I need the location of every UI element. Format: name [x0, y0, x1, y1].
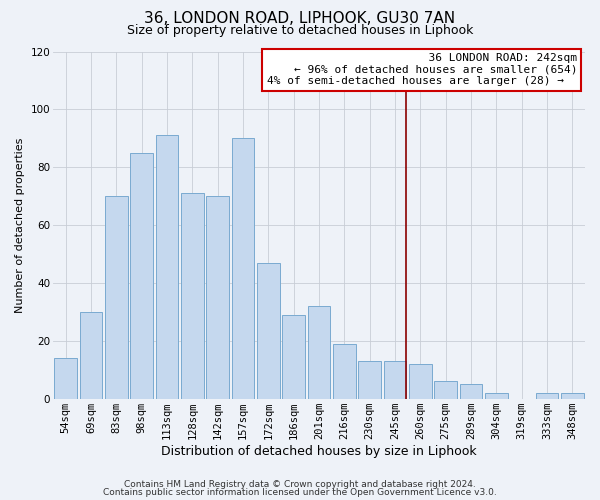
Bar — [536, 393, 559, 398]
Bar — [206, 196, 229, 398]
Bar — [333, 344, 356, 398]
Bar — [155, 136, 178, 398]
Text: Contains HM Land Registry data © Crown copyright and database right 2024.: Contains HM Land Registry data © Crown c… — [124, 480, 476, 489]
Bar — [105, 196, 128, 398]
Bar — [257, 262, 280, 398]
Bar — [283, 315, 305, 398]
Bar — [485, 393, 508, 398]
Bar — [561, 393, 584, 398]
Bar — [308, 306, 331, 398]
Text: 36 LONDON ROAD: 242sqm
← 96% of detached houses are smaller (654)
4% of semi-det: 36 LONDON ROAD: 242sqm ← 96% of detached… — [266, 53, 577, 86]
Y-axis label: Number of detached properties: Number of detached properties — [15, 138, 25, 313]
Bar — [130, 153, 153, 398]
Bar — [55, 358, 77, 399]
Bar — [80, 312, 103, 398]
Bar — [460, 384, 482, 398]
Bar — [181, 194, 204, 398]
Bar — [383, 361, 406, 399]
X-axis label: Distribution of detached houses by size in Liphook: Distribution of detached houses by size … — [161, 444, 477, 458]
Bar — [434, 382, 457, 398]
Bar — [358, 361, 381, 399]
Bar — [409, 364, 432, 398]
Text: Size of property relative to detached houses in Liphook: Size of property relative to detached ho… — [127, 24, 473, 37]
Text: 36, LONDON ROAD, LIPHOOK, GU30 7AN: 36, LONDON ROAD, LIPHOOK, GU30 7AN — [145, 11, 455, 26]
Text: Contains public sector information licensed under the Open Government Licence v3: Contains public sector information licen… — [103, 488, 497, 497]
Bar — [232, 138, 254, 398]
